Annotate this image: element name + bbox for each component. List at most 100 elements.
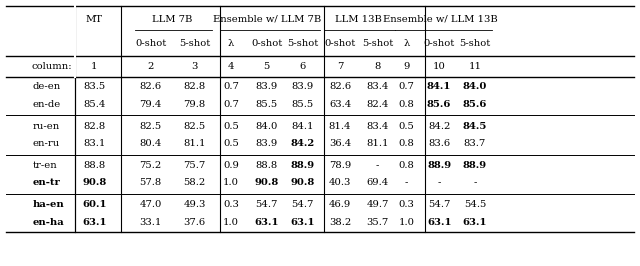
Text: 84.0: 84.0 xyxy=(255,122,278,131)
Text: LLM 7B: LLM 7B xyxy=(152,15,193,24)
Text: 0.5: 0.5 xyxy=(223,122,239,131)
Text: 1.0: 1.0 xyxy=(223,218,239,227)
Text: 1.0: 1.0 xyxy=(223,178,239,188)
Text: 54.5: 54.5 xyxy=(464,200,486,209)
Text: 10: 10 xyxy=(433,62,445,71)
Text: column:: column: xyxy=(31,62,72,71)
Text: 40.3: 40.3 xyxy=(329,178,351,188)
Text: 9: 9 xyxy=(403,62,410,71)
Text: 5: 5 xyxy=(264,62,270,71)
Text: λ: λ xyxy=(403,39,410,48)
Text: -: - xyxy=(438,178,441,188)
Text: 83.6: 83.6 xyxy=(428,139,450,148)
Text: -: - xyxy=(376,161,380,170)
Text: 88.9: 88.9 xyxy=(291,161,314,170)
Text: de-en: de-en xyxy=(33,82,61,92)
Text: 3: 3 xyxy=(191,62,198,71)
Text: 0-shot: 0-shot xyxy=(251,39,282,48)
Text: 88.8: 88.8 xyxy=(255,161,278,170)
Text: 82.6: 82.6 xyxy=(329,82,351,92)
Text: 5-shot: 5-shot xyxy=(362,39,394,48)
Text: Ensemble w/ LLM 13B: Ensemble w/ LLM 13B xyxy=(383,15,498,24)
Text: 80.4: 80.4 xyxy=(140,139,162,148)
Text: -: - xyxy=(405,178,408,188)
Text: 0-shot: 0-shot xyxy=(324,39,356,48)
Text: 81.4: 81.4 xyxy=(329,122,351,131)
Text: 54.7: 54.7 xyxy=(255,200,278,209)
Text: 90.8: 90.8 xyxy=(255,178,279,188)
Text: 85.5: 85.5 xyxy=(291,100,314,109)
Text: 84.2: 84.2 xyxy=(428,122,451,131)
Text: 1: 1 xyxy=(91,62,97,71)
Text: 75.2: 75.2 xyxy=(140,161,162,170)
Text: 0.7: 0.7 xyxy=(399,82,415,92)
Text: 0.5: 0.5 xyxy=(399,122,415,131)
Text: 82.5: 82.5 xyxy=(184,122,205,131)
Text: 49.3: 49.3 xyxy=(184,200,205,209)
Text: 83.4: 83.4 xyxy=(367,82,389,92)
Text: 54.7: 54.7 xyxy=(428,200,451,209)
Text: 38.2: 38.2 xyxy=(329,218,351,227)
Text: 83.9: 83.9 xyxy=(255,139,278,148)
Text: en-ru: en-ru xyxy=(33,139,60,148)
Text: 81.1: 81.1 xyxy=(367,139,389,148)
Text: 82.5: 82.5 xyxy=(140,122,162,131)
Text: λ: λ xyxy=(228,39,234,48)
Text: 35.7: 35.7 xyxy=(367,218,389,227)
Text: 85.6: 85.6 xyxy=(427,100,451,109)
Text: 82.4: 82.4 xyxy=(367,100,389,109)
Text: 84.1: 84.1 xyxy=(427,82,451,92)
Text: 75.7: 75.7 xyxy=(184,161,205,170)
Text: 83.9: 83.9 xyxy=(291,82,314,92)
Text: 82.8: 82.8 xyxy=(83,122,106,131)
Text: 7: 7 xyxy=(337,62,343,71)
Text: 85.6: 85.6 xyxy=(463,100,487,109)
Text: 85.5: 85.5 xyxy=(255,100,278,109)
Text: 88.8: 88.8 xyxy=(83,161,106,170)
Text: 90.8: 90.8 xyxy=(82,178,106,188)
Text: 5-shot: 5-shot xyxy=(287,39,318,48)
Text: MT: MT xyxy=(86,15,102,24)
Text: 0.3: 0.3 xyxy=(399,200,415,209)
Text: 49.7: 49.7 xyxy=(367,200,389,209)
Text: 37.6: 37.6 xyxy=(184,218,205,227)
Text: 84.1: 84.1 xyxy=(291,122,314,131)
Text: ru-en: ru-en xyxy=(33,122,60,131)
Text: 88.9: 88.9 xyxy=(427,161,451,170)
Text: 83.5: 83.5 xyxy=(83,82,106,92)
Text: 0-shot: 0-shot xyxy=(135,39,166,48)
Text: 0.5: 0.5 xyxy=(223,139,239,148)
Text: 83.4: 83.4 xyxy=(367,122,389,131)
Text: 84.2: 84.2 xyxy=(291,139,315,148)
Text: 8: 8 xyxy=(374,62,381,71)
Text: 0.9: 0.9 xyxy=(223,161,239,170)
Text: 79.4: 79.4 xyxy=(140,100,162,109)
Text: 84.5: 84.5 xyxy=(463,122,487,131)
Text: tr-en: tr-en xyxy=(33,161,58,170)
Text: 0.3: 0.3 xyxy=(223,200,239,209)
Text: 83.9: 83.9 xyxy=(255,82,278,92)
Text: 0.8: 0.8 xyxy=(399,139,415,148)
Text: 82.6: 82.6 xyxy=(140,82,162,92)
Text: 60.1: 60.1 xyxy=(82,200,106,209)
Text: 78.9: 78.9 xyxy=(329,161,351,170)
Text: 83.1: 83.1 xyxy=(83,139,106,148)
Text: 79.8: 79.8 xyxy=(184,100,205,109)
Text: 47.0: 47.0 xyxy=(140,200,162,209)
Text: 90.8: 90.8 xyxy=(291,178,315,188)
Text: LLM 13B: LLM 13B xyxy=(335,15,382,24)
Text: 36.4: 36.4 xyxy=(329,139,351,148)
Text: 58.2: 58.2 xyxy=(184,178,205,188)
Text: -: - xyxy=(473,178,477,188)
Text: 63.1: 63.1 xyxy=(290,218,315,227)
Text: 6: 6 xyxy=(300,62,305,71)
Text: ha-en: ha-en xyxy=(33,200,65,209)
Text: 63.1: 63.1 xyxy=(427,218,451,227)
Text: 57.8: 57.8 xyxy=(140,178,162,188)
Text: 0.7: 0.7 xyxy=(223,100,239,109)
Text: 0-shot: 0-shot xyxy=(424,39,455,48)
Text: 46.9: 46.9 xyxy=(329,200,351,209)
Text: 82.8: 82.8 xyxy=(184,82,205,92)
Text: 5-shot: 5-shot xyxy=(179,39,210,48)
Text: 63.1: 63.1 xyxy=(463,218,487,227)
